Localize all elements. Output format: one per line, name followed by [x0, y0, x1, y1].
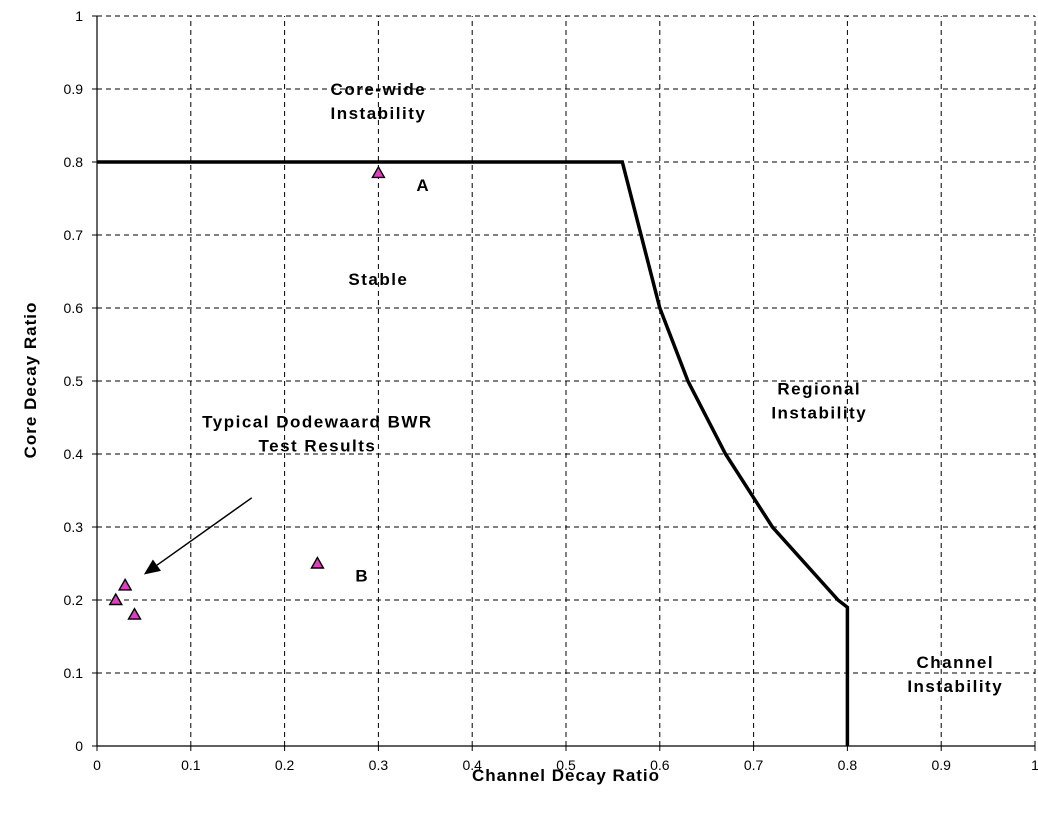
x-tick-label: 0.2	[275, 757, 295, 773]
data-points: AB	[108, 165, 429, 620]
grid	[97, 15, 1036, 746]
y-tick-label: 0.2	[64, 592, 84, 608]
data-point-label: B	[355, 567, 367, 586]
y-axis-title: Core Decay Ratio	[21, 302, 40, 459]
region-label: Core-wide Instability	[330, 80, 426, 123]
x-tick-label: 0.8	[838, 757, 858, 773]
x-tick-label: 0.5	[556, 757, 576, 773]
region-labels: Core-wide Instability Stable Regional Instab…	[330, 80, 1003, 696]
data-point-marker	[117, 577, 133, 591]
region-label-line: Core-wide	[331, 80, 427, 99]
region-label-line: Instability	[907, 677, 1003, 696]
region-label-line: Channel	[916, 653, 994, 672]
x-tick-label: 0.6	[650, 757, 670, 773]
region-label-line: Stable	[348, 270, 408, 289]
y-tick-label: 0.7	[64, 227, 84, 243]
y-tick-label: 0.9	[64, 81, 84, 97]
x-tick-label: 0	[93, 757, 101, 773]
annotation-text: Typical Dodewaard BWR Test Results	[202, 412, 433, 455]
annotation-arrow-head	[143, 559, 161, 575]
tick-labels: 0 0.1 0.2 0.3 0.4 0.5 0.6 0.7 0.8 0.9 1 0 0.1 0.2 0.3 0…	[64, 8, 1038, 773]
y-tick-label: 0.3	[64, 519, 84, 535]
y-tick-label: 0.1	[64, 665, 84, 681]
data-point-marker	[371, 165, 386, 179]
annotation: Typical Dodewaard BWR Test Results	[143, 412, 433, 575]
region-label: Channel Instability	[907, 653, 1003, 696]
data-point-marker	[108, 592, 123, 606]
region-label-line: Instability	[330, 104, 426, 123]
stability-boundary	[97, 160, 850, 746]
y-tick-label: 0.4	[64, 446, 84, 462]
y-tick-label: 0.6	[64, 300, 84, 316]
annotation-line: Test Results	[259, 436, 377, 455]
data-point-marker	[310, 556, 325, 569]
data-point-label: A	[416, 176, 428, 195]
y-tick-label: 0.8	[64, 154, 84, 170]
region-label: Stable	[348, 270, 408, 289]
region-label-line: Instability	[771, 403, 867, 422]
y-tick-label: 0.5	[64, 373, 84, 389]
x-tick-label: 0.1	[181, 757, 201, 773]
x-axis-title: Channel Decay Ratio	[472, 766, 660, 785]
stability-boundary-line	[97, 160, 850, 746]
x-tick-label: 0.3	[369, 757, 389, 773]
region-label-line: Regional	[777, 379, 861, 398]
y-tick-label: 0	[75, 738, 83, 754]
y-tick-label: 1	[75, 8, 83, 24]
x-tick-label: 1	[1031, 757, 1038, 773]
x-tick-label: 0.9	[931, 757, 951, 773]
annotation-line: Typical Dodewaard BWR	[202, 412, 433, 431]
x-tick-label: 0.4	[462, 757, 482, 773]
annotation-arrow-shaft	[156, 497, 253, 566]
axes	[92, 15, 1036, 751]
data-point-marker	[127, 607, 142, 620]
x-tick-label: 0.7	[744, 757, 764, 773]
region-label: Regional Instability	[771, 379, 867, 422]
